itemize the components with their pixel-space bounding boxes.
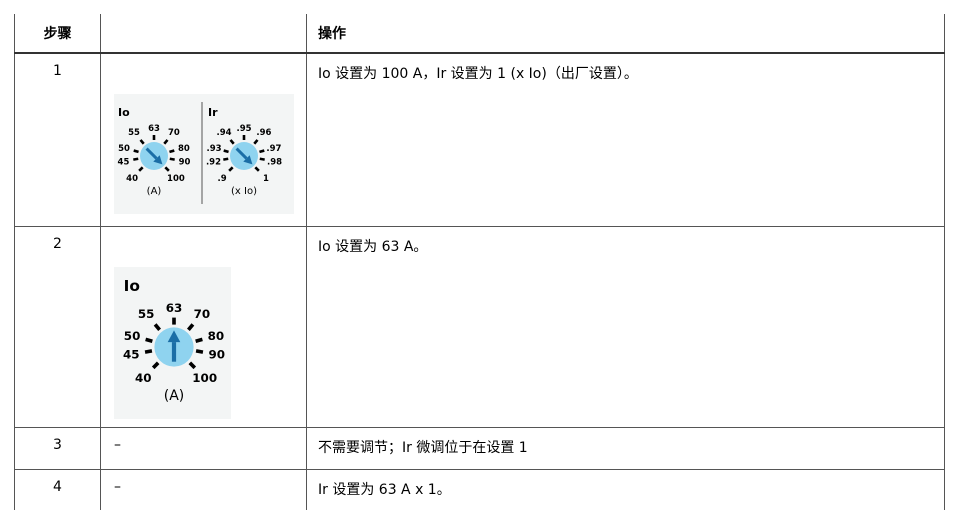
dial-tick bbox=[223, 157, 229, 161]
dial-label: 80 bbox=[208, 328, 225, 342]
dial-label: 50 bbox=[118, 144, 130, 154]
dial-tick bbox=[145, 337, 153, 343]
dial-label: 70 bbox=[168, 128, 180, 138]
dial-label: 40 bbox=[135, 370, 152, 384]
dial-arrow-shaft bbox=[145, 147, 158, 160]
action: 不需要调节；Ir 微调位于在设置 1 bbox=[306, 427, 945, 470]
settings-table: 步骤 操作 1 Io 40 45 50 55 63 70 80 90 100 (A) Ir .9 .92.… bbox=[14, 14, 945, 510]
dial-tick bbox=[169, 149, 175, 154]
dial-tick bbox=[188, 361, 197, 369]
step: 3 bbox=[14, 427, 101, 470]
dial-label: 100 bbox=[167, 174, 185, 184]
dial-label: 45 bbox=[123, 347, 140, 361]
dial-unit: (x Io) bbox=[231, 186, 257, 197]
image-cell: – bbox=[100, 427, 307, 470]
dial-label: 63 bbox=[148, 124, 160, 134]
row: 2 Io 40 45 50 55 63 70 80 90 100 (A) Io 设置为 63 A。 bbox=[14, 226, 945, 428]
action: Io 设置为 100 A，Ir 设置为 1 (x Io)（出厂设置）。 bbox=[306, 53, 945, 227]
header-cell: 操作 bbox=[306, 14, 945, 54]
dial-label: .94 bbox=[217, 128, 232, 138]
step: 4 bbox=[14, 469, 101, 510]
dial-tick bbox=[259, 157, 265, 161]
dial-title: Io bbox=[124, 277, 140, 295]
dial-label: 55 bbox=[138, 306, 155, 320]
dial-label: .93 bbox=[207, 144, 222, 154]
action: Io 设置为 63 A。 bbox=[306, 226, 945, 428]
dial-label: .95 bbox=[236, 124, 251, 134]
dial-label: 90 bbox=[179, 157, 191, 167]
header-row: 步骤 操作 bbox=[14, 14, 945, 54]
dial-tick bbox=[229, 139, 235, 145]
header-cell bbox=[100, 14, 307, 54]
dial-tick bbox=[133, 157, 139, 161]
dial-tick bbox=[223, 149, 229, 154]
dial-tick bbox=[195, 348, 204, 354]
dial-tick bbox=[153, 322, 161, 331]
row: 1 Io 40 45 50 55 63 70 80 90 100 (A) Ir .9 .92 .93 .94.… bbox=[14, 53, 945, 227]
dial-image: Io 40 45 50 55 63 70 80 90 100 (A) bbox=[114, 266, 231, 419]
row: 3 – 不需要调节；Ir 微调位于在设置 1 bbox=[14, 427, 945, 470]
dial-unit: (A) bbox=[164, 388, 185, 404]
dial-tick bbox=[151, 361, 160, 369]
dial-label: 100 bbox=[192, 370, 217, 384]
row: 4 – Ir 设置为 63 A x 1。 bbox=[14, 469, 945, 510]
dial-label: .92 bbox=[206, 157, 221, 167]
dial-title: Io bbox=[118, 106, 130, 119]
dial-label: 40 bbox=[126, 174, 138, 184]
dial-label: 55 bbox=[128, 128, 140, 138]
dial-label: .96 bbox=[256, 128, 271, 138]
dash: – bbox=[114, 436, 121, 453]
dial-arrow-shaft bbox=[235, 147, 248, 160]
dial-tick bbox=[187, 322, 195, 331]
dial-tick bbox=[228, 166, 234, 172]
dial-tick bbox=[138, 166, 144, 172]
dash: – bbox=[114, 478, 121, 495]
dial-arrow-head bbox=[167, 329, 181, 342]
dial-arrow-head bbox=[153, 155, 163, 165]
step: 2 bbox=[14, 226, 101, 428]
header-cell: 步骤 bbox=[14, 14, 101, 54]
action: Ir 设置为 63 A x 1。 bbox=[306, 469, 945, 510]
image-cell: Io 40 45 50 55 63 70 80 90 100 (A) Ir .9 .92 .93 .94 .95… bbox=[100, 53, 307, 227]
dial-label: .9 bbox=[218, 174, 227, 184]
dial-label: 45 bbox=[118, 157, 130, 167]
dial-tick bbox=[195, 337, 203, 343]
dial-label: 70 bbox=[194, 306, 211, 320]
dial-tick bbox=[139, 139, 145, 145]
dial-label: 1 bbox=[263, 174, 269, 184]
image-cell: – bbox=[100, 469, 307, 510]
dial-unit: (A) bbox=[147, 186, 162, 197]
dial-label: 50 bbox=[124, 328, 141, 342]
dial-label: 63 bbox=[166, 300, 183, 314]
dial-tick bbox=[254, 166, 260, 172]
step: 1 bbox=[14, 53, 101, 227]
dial-tick bbox=[259, 149, 265, 154]
dial-image: Io 40 45 50 55 63 70 80 90 100 (A) Ir .9 .92 .93 .94 .95… bbox=[114, 94, 294, 214]
dial-label: 80 bbox=[178, 144, 190, 154]
dial-tick bbox=[169, 157, 175, 161]
dial-label: .97 bbox=[266, 144, 281, 154]
dial-label: 90 bbox=[208, 347, 225, 361]
dial-title: Ir bbox=[208, 106, 218, 119]
dial-tick bbox=[253, 139, 259, 145]
dial-tick bbox=[163, 139, 169, 145]
dial-label: .98 bbox=[267, 157, 282, 167]
dial-tick bbox=[164, 166, 170, 172]
dial-tick bbox=[133, 149, 139, 154]
dial-tick bbox=[144, 348, 153, 354]
image-cell: Io 40 45 50 55 63 70 80 90 100 (A) bbox=[100, 226, 307, 428]
dial-arrow-head bbox=[243, 155, 253, 165]
